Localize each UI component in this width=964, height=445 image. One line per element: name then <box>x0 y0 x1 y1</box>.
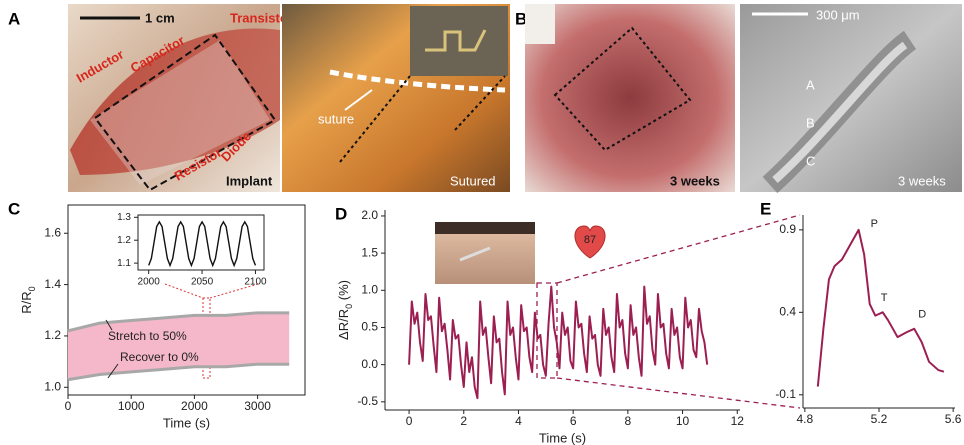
x-tick-label: 1000 <box>118 399 145 413</box>
x-axis-label: Time (s) <box>539 430 586 445</box>
x-tick-label: 10 <box>676 414 690 428</box>
y-tick-label: 1.2 <box>117 235 131 246</box>
y-tick-label: -0.5 <box>357 394 378 408</box>
photo-label: 3 weeks <box>898 173 946 188</box>
scale-bar-label: 300 μm <box>816 7 860 22</box>
x-tick-label: 2050 <box>191 277 214 288</box>
annotation: T <box>881 292 888 304</box>
y-tick-label: 1.0 <box>361 282 378 296</box>
photo-label: Sutured <box>450 173 496 188</box>
x-tick-label: 2 <box>460 414 467 428</box>
figure: A B 1 cm Transistor Inductor Capacitor R… <box>0 0 964 445</box>
photo-label: suture <box>318 111 354 126</box>
heart-label: 87 <box>584 234 596 246</box>
y-tick-label: 2.0 <box>361 208 378 222</box>
line <box>409 287 707 399</box>
photo-3-weeks <box>525 4 735 192</box>
y-tick-label: -0.1 <box>775 387 796 401</box>
x-tick-label: 5.6 <box>945 412 962 426</box>
x-tick-label: 8 <box>625 414 632 428</box>
y-axis-label-part: R/R <box>19 291 34 313</box>
annotation: Stretch to 50% <box>108 329 187 343</box>
annotation: Recover to 0% <box>120 350 199 364</box>
y-tick-label: 0.4 <box>779 304 796 318</box>
photo-histology <box>740 4 962 192</box>
y-tick-label: 1.3 <box>117 212 131 223</box>
y-axis-label: R/R0 <box>19 286 37 313</box>
y-axis-label: ΔR/R0 (%) <box>336 280 354 340</box>
photo-sutured <box>282 4 510 192</box>
y-tick-label: 1.0 <box>44 379 61 393</box>
x-tick-label: 4.8 <box>797 412 814 426</box>
annotation: P <box>871 218 878 230</box>
x-tick-label: 2100 <box>244 277 267 288</box>
photo-label: Implant <box>226 173 273 188</box>
y-tick-label: 0.5 <box>361 320 378 334</box>
y-axis-label-part: 0 <box>27 286 37 291</box>
photo-label: 3 weeks <box>670 173 720 188</box>
x-tick-label: 12 <box>731 414 745 428</box>
x-tick-label: 6 <box>570 414 577 428</box>
photo-implant <box>68 4 280 192</box>
panel-label: C <box>8 199 20 218</box>
x-tick-label: 2000 <box>181 399 208 413</box>
y-axis-label-part: ΔR/R <box>336 309 351 340</box>
y-tick-label: 1.2 <box>44 328 61 342</box>
panel-label: D <box>335 204 347 223</box>
y-tick-label: 1.4 <box>44 277 61 291</box>
y-axis-label-part: (%) <box>336 280 351 304</box>
y-tick-label: 0.9 <box>779 222 796 236</box>
x-tick-label: 3000 <box>244 399 271 413</box>
y-tick-label: 0.0 <box>361 357 378 371</box>
x-tick-label: 2000 <box>138 277 161 288</box>
neck-photo <box>435 222 535 284</box>
annotation: D <box>918 309 926 321</box>
x-axis-label: Time (s) <box>163 415 210 430</box>
y-tick-label: 1.5 <box>361 245 378 259</box>
scale-bar-label: 1 cm <box>145 10 175 25</box>
x-tick-label: 0 <box>65 399 72 413</box>
layer-label: A <box>806 77 815 92</box>
layer-label: C <box>806 153 815 168</box>
y-tick-label: 1.1 <box>117 258 131 269</box>
x-tick-label: 0 <box>406 414 413 428</box>
x-tick-label: 5.2 <box>871 412 888 426</box>
x-tick-label: 4 <box>515 414 522 428</box>
panel-label: E <box>760 199 771 218</box>
layer-label: B <box>806 115 815 130</box>
panel-label: A <box>8 9 20 28</box>
y-tick-label: 1.6 <box>44 225 61 239</box>
